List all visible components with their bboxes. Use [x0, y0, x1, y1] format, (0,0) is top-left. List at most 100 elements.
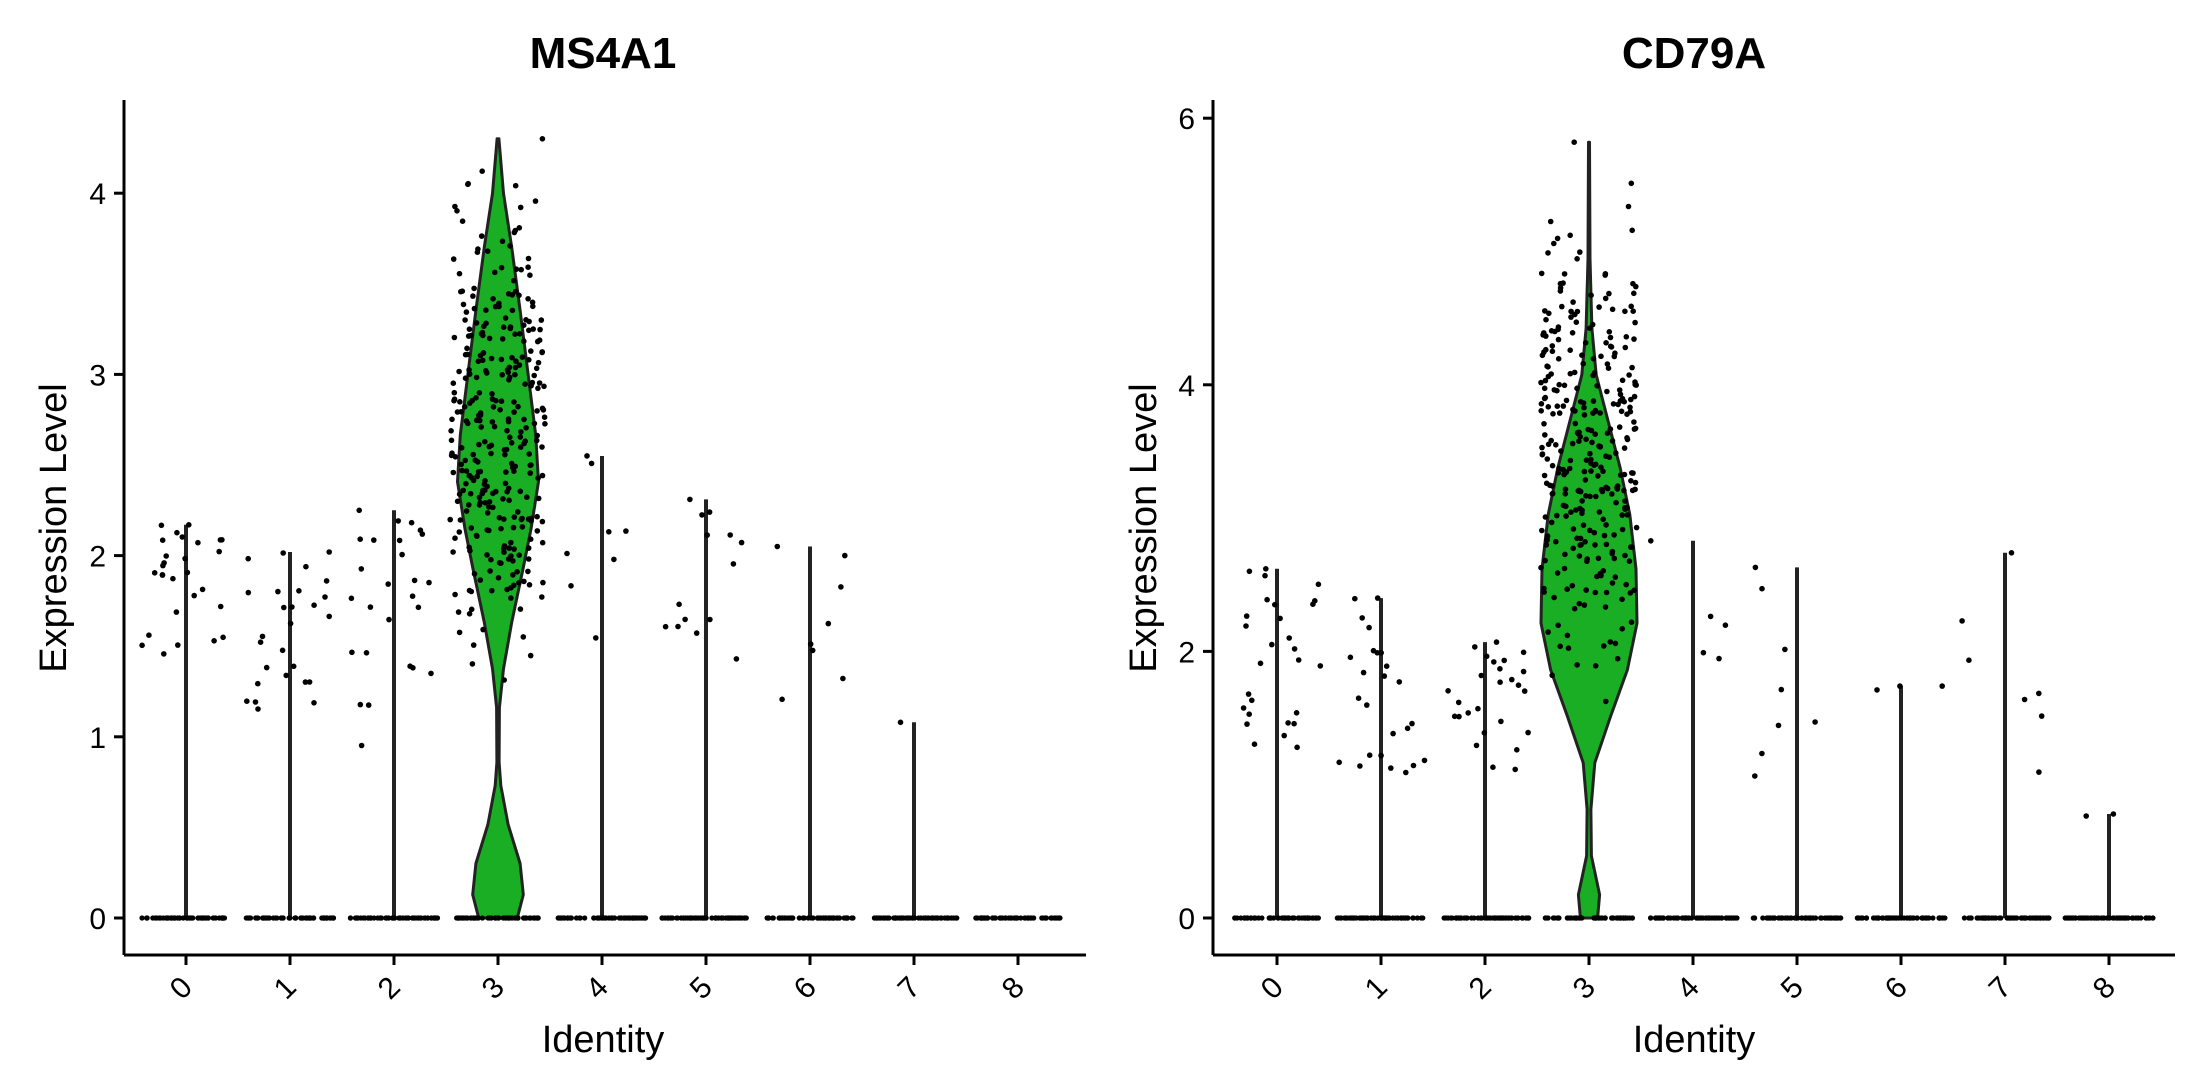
data-point — [506, 364, 513, 371]
data-point — [1568, 915, 1574, 921]
data-point — [2150, 915, 2156, 921]
data-point — [1544, 533, 1551, 539]
data-point — [1619, 512, 1625, 518]
data-point — [518, 429, 524, 435]
data-point — [526, 451, 532, 457]
data-point — [471, 915, 477, 921]
data-point — [1539, 451, 1546, 457]
data-point — [517, 204, 524, 211]
y-axis-label: Expression Level — [1123, 383, 1165, 672]
data-point — [1610, 915, 1616, 921]
data-point — [246, 915, 252, 921]
data-point — [471, 571, 478, 577]
data-point — [474, 473, 481, 480]
data-point — [770, 915, 776, 921]
data-point — [1603, 340, 1609, 346]
data-point — [675, 623, 681, 630]
data-point — [1597, 443, 1604, 450]
data-point — [1611, 532, 1617, 538]
data-point — [1631, 587, 1637, 594]
data-point — [1295, 657, 1302, 663]
data-point — [508, 595, 514, 601]
data-point — [1579, 510, 1585, 517]
data-point — [1587, 450, 1593, 457]
data-point — [1571, 139, 1577, 145]
data-point — [2088, 915, 2094, 921]
data-point — [1268, 915, 1274, 921]
data-point — [1338, 915, 1344, 921]
data-point — [287, 620, 294, 627]
data-point — [534, 432, 540, 439]
data-point — [490, 504, 496, 511]
data-point — [511, 514, 518, 520]
data-point — [1632, 486, 1638, 493]
data-point — [1378, 650, 1384, 656]
data-point — [1540, 332, 1546, 338]
data-point — [507, 434, 513, 441]
x-tick-label: 0 — [164, 971, 199, 1006]
data-point — [502, 451, 508, 458]
data-point — [736, 915, 742, 921]
data-point — [477, 412, 484, 418]
data-point — [139, 642, 145, 649]
data-point — [483, 368, 489, 374]
data-point — [456, 529, 463, 535]
data-point — [1545, 629, 1551, 635]
data-point — [159, 572, 166, 578]
data-point — [385, 581, 392, 587]
data-point — [1996, 915, 2003, 921]
data-point — [1697, 915, 1703, 921]
data-point — [1619, 626, 1625, 632]
data-point — [158, 522, 165, 529]
data-point — [691, 915, 698, 921]
data-point — [1418, 915, 1424, 921]
violin-1 — [243, 549, 337, 921]
data-point — [459, 915, 465, 921]
data-point — [1456, 713, 1462, 720]
data-point — [850, 915, 856, 921]
data-point — [1598, 353, 1604, 360]
data-point — [1548, 519, 1555, 526]
data-point — [606, 529, 612, 535]
data-point — [1558, 448, 1564, 454]
data-point — [517, 488, 524, 495]
data-point — [1388, 765, 1394, 771]
data-point — [506, 915, 512, 921]
data-point — [526, 582, 533, 588]
data-point — [1315, 581, 1322, 588]
data-point — [302, 679, 309, 685]
data-point — [1557, 288, 1564, 294]
data-point — [1557, 643, 1563, 650]
data-point — [175, 642, 181, 648]
data-point — [1589, 439, 1595, 446]
data-point — [1555, 622, 1561, 629]
data-point — [1665, 915, 1671, 921]
data-point — [466, 611, 473, 617]
data-point — [2008, 550, 2015, 556]
data-point — [463, 915, 470, 921]
y-tick-label: 2 — [1178, 636, 1195, 669]
data-point — [1310, 601, 1316, 607]
data-point — [1874, 687, 1880, 693]
data-point — [505, 291, 512, 297]
y-tick-label: 3 — [89, 359, 106, 392]
violin-6 — [764, 543, 856, 921]
data-point — [164, 915, 170, 921]
data-point — [1618, 408, 1625, 415]
data-point — [2036, 690, 2042, 697]
data-point — [211, 638, 217, 644]
data-point — [466, 326, 473, 333]
data-point — [195, 539, 201, 546]
data-point — [1542, 377, 1549, 384]
data-point — [454, 208, 460, 214]
data-point — [942, 915, 948, 921]
data-point — [1512, 915, 1519, 921]
data-point — [1549, 348, 1556, 355]
data-point — [489, 396, 496, 402]
data-point — [1939, 683, 1945, 689]
data-point — [527, 915, 534, 921]
data-point — [1543, 316, 1549, 323]
data-point — [475, 246, 481, 252]
data-point — [358, 566, 365, 572]
data-point — [1573, 319, 1580, 326]
